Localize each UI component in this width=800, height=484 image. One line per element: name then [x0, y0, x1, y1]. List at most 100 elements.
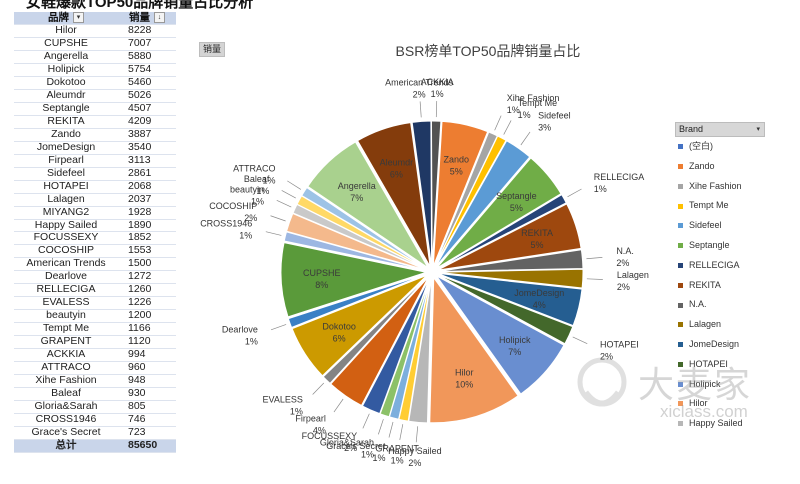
pie-slice[interactable]	[437, 249, 584, 272]
pie-slice[interactable]	[287, 273, 427, 329]
slice-percent-label: 1%	[391, 456, 404, 466]
pie-slice[interactable]	[436, 275, 565, 395]
pie-slice[interactable]	[379, 277, 431, 418]
legend-item[interactable]: Tempt Me	[675, 196, 765, 216]
sales-cell: 1226	[118, 296, 176, 311]
legend-item[interactable]: Sidefeel	[675, 216, 765, 236]
legend-item[interactable]: Septangle	[675, 236, 765, 256]
table-row: GRAPENT 1120	[14, 335, 176, 350]
chevron-down-icon[interactable]: ▾	[756, 126, 760, 133]
slice-percent-label: 1%	[290, 406, 303, 416]
sales-cell: 1260	[118, 283, 176, 298]
filter-dropdown-icon[interactable]: ▾	[73, 12, 84, 23]
pie-slice[interactable]	[285, 212, 427, 271]
pie-slices	[280, 120, 584, 424]
legend-swatch	[678, 381, 683, 387]
pie-slice[interactable]	[436, 193, 567, 270]
sales-cell: 5880	[118, 50, 176, 65]
sales-cell: 1120	[118, 335, 176, 350]
table-row: Angerella 5880	[14, 50, 176, 65]
table-row: Xihe Fashion 948	[14, 374, 176, 388]
sales-cell: 5026	[118, 89, 176, 103]
sales-cell: 4507	[118, 102, 176, 116]
leader-line	[586, 257, 603, 260]
legend-item[interactable]: N.A.	[675, 295, 765, 315]
slice-percent-label: 7%	[350, 193, 363, 203]
pie-slice[interactable]	[429, 276, 519, 424]
legend-items: (空白) Zando Xihe Fashion Tempt Me Sidefeel Sep…	[675, 137, 765, 434]
slice-percent-label: 2%	[617, 282, 630, 292]
legend-item[interactable]: (空白)	[675, 137, 765, 157]
table-row: Lalagen 2037	[14, 193, 176, 207]
legend-item[interactable]: HOTAPEI	[675, 355, 765, 375]
legend-item[interactable]: Lalagen	[675, 315, 765, 335]
pie-slice[interactable]	[435, 140, 531, 268]
sales-cell: 930	[118, 387, 176, 401]
pie-slice[interactable]	[356, 122, 431, 267]
pie-slice[interactable]	[330, 276, 430, 407]
pie-slice[interactable]	[437, 272, 583, 327]
sales-cell: 8228	[118, 24, 176, 39]
pie-slice[interactable]	[437, 274, 574, 345]
legend-item[interactable]: RELLECIGA	[675, 256, 765, 276]
pie-slice[interactable]	[361, 277, 431, 415]
table-row: Septangle 4507	[14, 102, 176, 116]
legend-item[interactable]: JomeDesign	[675, 335, 765, 355]
leader-line	[276, 200, 292, 208]
slice-name-label: Gloria&Sarah	[320, 438, 374, 448]
legend-label: REKITA	[689, 279, 721, 290]
slice-percent-label: 1%	[518, 110, 531, 120]
sales-cell: 7007	[118, 37, 176, 52]
slice-name-label: CUPSHE	[303, 268, 341, 278]
slice-name-label: beautyin	[230, 184, 264, 194]
table-row: Aleumdr 5026	[14, 89, 176, 103]
table-row: Dokotoo 5460	[14, 76, 176, 90]
sales-header-label: 销量	[129, 11, 150, 24]
pie-slice[interactable]	[437, 203, 582, 271]
sales-column-header[interactable]: 销量 ↓	[118, 11, 176, 26]
pie-slice[interactable]	[307, 141, 429, 269]
legend-swatch	[678, 361, 683, 367]
slice-name-label: RELLECIGA	[594, 172, 645, 182]
legend-item[interactable]: Zando	[675, 157, 765, 177]
table-row: Tempt Me 1166	[14, 322, 176, 337]
legend-item[interactable]: REKITA	[675, 276, 765, 296]
pie-slice[interactable]	[411, 120, 433, 267]
leader-line	[415, 426, 419, 443]
slice-percent-label: 1%	[361, 450, 374, 460]
pie-slice[interactable]	[280, 242, 428, 318]
table-row: Sidefeel 2861	[14, 167, 176, 181]
sales-cell: 746	[118, 413, 176, 427]
slice-percent-label: 2%	[244, 213, 257, 223]
table-row: Firpearl 3113	[14, 154, 176, 168]
brand-column-header[interactable]: 品牌 ▾	[14, 11, 118, 26]
legend-item[interactable]: Holipick	[675, 375, 765, 395]
pie-slice[interactable]	[436, 157, 562, 269]
legend-swatch	[678, 203, 683, 209]
pie-slice[interactable]	[437, 268, 584, 289]
pie-slice[interactable]	[301, 186, 428, 270]
value-field-button[interactable]: 销量	[199, 42, 225, 57]
brand-cell: MIYANG2	[14, 206, 118, 220]
legend-swatch	[678, 183, 683, 189]
pie-slice[interactable]	[408, 277, 432, 424]
slice-percent-label: 1%	[594, 184, 607, 194]
pie-slice[interactable]	[430, 120, 442, 267]
legend-item[interactable]: Happy Sailed	[675, 414, 765, 434]
sort-filter-icon[interactable]: ↓	[154, 12, 165, 23]
pie-slice[interactable]	[322, 275, 429, 385]
legend-swatch	[678, 401, 683, 407]
sales-cell: 960	[118, 361, 176, 375]
legend-item[interactable]: Xihe Fashion	[675, 177, 765, 197]
pie-slice[interactable]	[283, 231, 427, 272]
pie-slice[interactable]	[434, 135, 507, 267]
pie-slice[interactable]	[291, 274, 428, 377]
legend-item[interactable]: Hilor	[675, 394, 765, 414]
slice-percent-label: 2%	[600, 352, 613, 362]
legend-label: N.A.	[689, 299, 707, 310]
legend-label: Xihe Fashion	[689, 180, 742, 191]
legend-field-button[interactable]: Brand ▾	[675, 122, 765, 137]
pie-slice[interactable]	[432, 120, 489, 267]
legend-label: (空白)	[689, 141, 713, 151]
